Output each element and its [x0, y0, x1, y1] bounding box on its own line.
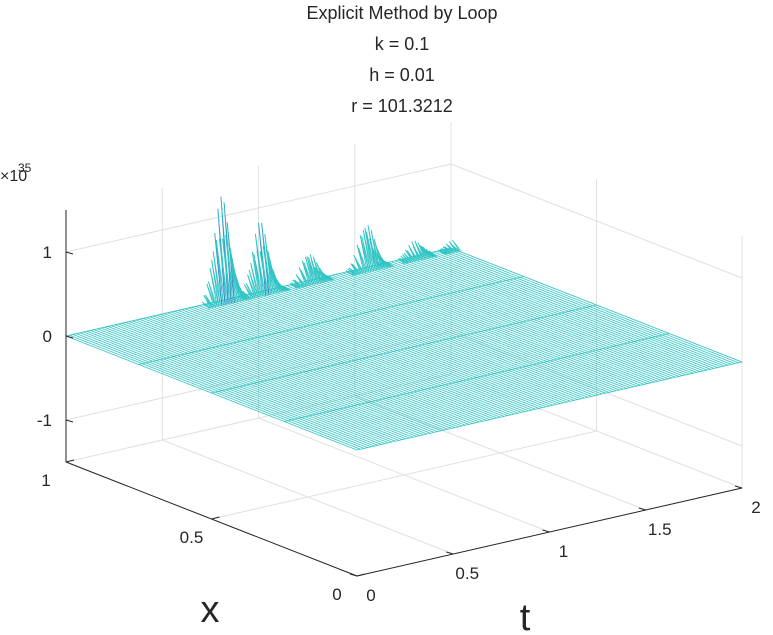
spike-line-down [316, 261, 326, 283]
surface-mesh [65, 247, 743, 451]
mesh-line-x [138, 276, 524, 365]
x-tick-label: 0 [332, 585, 341, 604]
t-tick-label: 0.5 [455, 564, 479, 583]
spike-line-down [253, 253, 263, 297]
spike-line-down [369, 238, 379, 271]
spike-line-down [250, 262, 260, 298]
spike-line-down [447, 245, 457, 253]
grid-line-x-floor [65, 373, 452, 463]
spike-line-down [219, 239, 229, 305]
spike-line-down [294, 279, 304, 288]
spike-line-down [385, 261, 395, 267]
spike-line-down [245, 283, 256, 299]
spike-line-down [256, 250, 267, 296]
x-tick-mark [356, 573, 366, 577]
t-tick-label: 1 [559, 542, 568, 561]
z-tick-mark [65, 251, 74, 255]
t-tick-mark [638, 507, 646, 511]
x-tick-label: 1 [41, 471, 50, 490]
grid-line-x-floor [211, 430, 597, 520]
t-tick-mark [542, 529, 550, 533]
z-tick-mark [65, 335, 74, 339]
mesh-line-x [211, 304, 597, 394]
spike-line-down [202, 301, 212, 309]
x-tick-label: 0.5 [180, 528, 204, 547]
z-tick-mark [65, 419, 74, 423]
mesh-line-x [284, 333, 670, 422]
spike-line-down [370, 229, 381, 270]
spike-line-down [205, 294, 215, 308]
t-tick-label: 0 [366, 586, 375, 605]
t-tick-mark [349, 573, 358, 577]
tick-labels: 0 0.5 1 1.5 2 0 0.5 1 -1 0 1 [37, 243, 761, 605]
spike-line-down [406, 250, 417, 262]
axes [65, 210, 743, 577]
spike-line-down [372, 248, 382, 270]
z-exponent-base: ×10 [0, 168, 27, 185]
spike-line-down [258, 222, 268, 296]
spike-line-down [242, 291, 252, 300]
spike-line-down [300, 269, 310, 286]
title-line-4: r = 101.3212 [351, 96, 453, 116]
spike-line-down [409, 249, 420, 261]
spike-line-down [209, 268, 220, 307]
spike-line-down [281, 285, 291, 291]
spike-line-down [311, 261, 321, 284]
t-tick-mark [446, 551, 454, 555]
plot-title: Explicit Method by Loop k = 0.1 h = 0.01… [306, 3, 497, 116]
spike-line-down [220, 196, 231, 305]
spike-line-down [355, 258, 365, 274]
x-axis-label: x [201, 589, 220, 631]
spike-line-down [215, 239, 226, 306]
spike-line-down [212, 251, 223, 306]
spike-line-down [208, 281, 218, 307]
spike-line-down [317, 270, 328, 283]
spike-line-down [413, 246, 423, 261]
spike-line-down [444, 246, 454, 254]
spike-line-down [361, 236, 371, 272]
spike-line-down [358, 247, 368, 273]
spike-line-down [248, 269, 259, 298]
x-tick-mark [211, 516, 220, 520]
spike-line-down [259, 251, 270, 296]
spike-line-down [222, 238, 232, 304]
spike-line-down [314, 267, 324, 283]
t-tick-label: 2 [751, 498, 760, 517]
t-tick-label: 1.5 [648, 520, 672, 539]
spike-line-down [325, 274, 335, 281]
z-tick-label: 0 [43, 327, 52, 346]
t-axis-label: t [520, 597, 531, 635]
title-line-2: k = 0.1 [375, 34, 430, 54]
title-line-3: h = 0.01 [369, 65, 435, 85]
spike-line-down [373, 239, 384, 270]
spike-line-down [403, 252, 414, 263]
spike-line-down [225, 234, 235, 303]
spike-line-down [349, 267, 359, 275]
spike-line-down [303, 262, 314, 286]
spike-line-down [452, 240, 462, 252]
x-tick-mark [65, 459, 75, 463]
z-exponent: ×10 35 [0, 161, 32, 185]
t-tick-mark [734, 485, 743, 489]
spike-line-down [291, 282, 301, 289]
spike-line-down [211, 259, 221, 307]
z-tick-label: -1 [37, 411, 52, 430]
z-tick-label: 1 [43, 243, 52, 262]
title-line-1: Explicit Method by Loop [306, 3, 497, 23]
spike-line-down [450, 243, 460, 252]
spike-line-down [312, 256, 323, 283]
spike-line-down [297, 276, 307, 287]
mesh-line-x [356, 361, 743, 451]
spike-line-down [352, 263, 362, 275]
surface-spikes [201, 196, 462, 309]
spike-line-down [428, 250, 438, 257]
spike-line-down [262, 245, 273, 295]
z-exponent-power: 35 [18, 161, 32, 175]
spike-line-down [247, 274, 257, 299]
